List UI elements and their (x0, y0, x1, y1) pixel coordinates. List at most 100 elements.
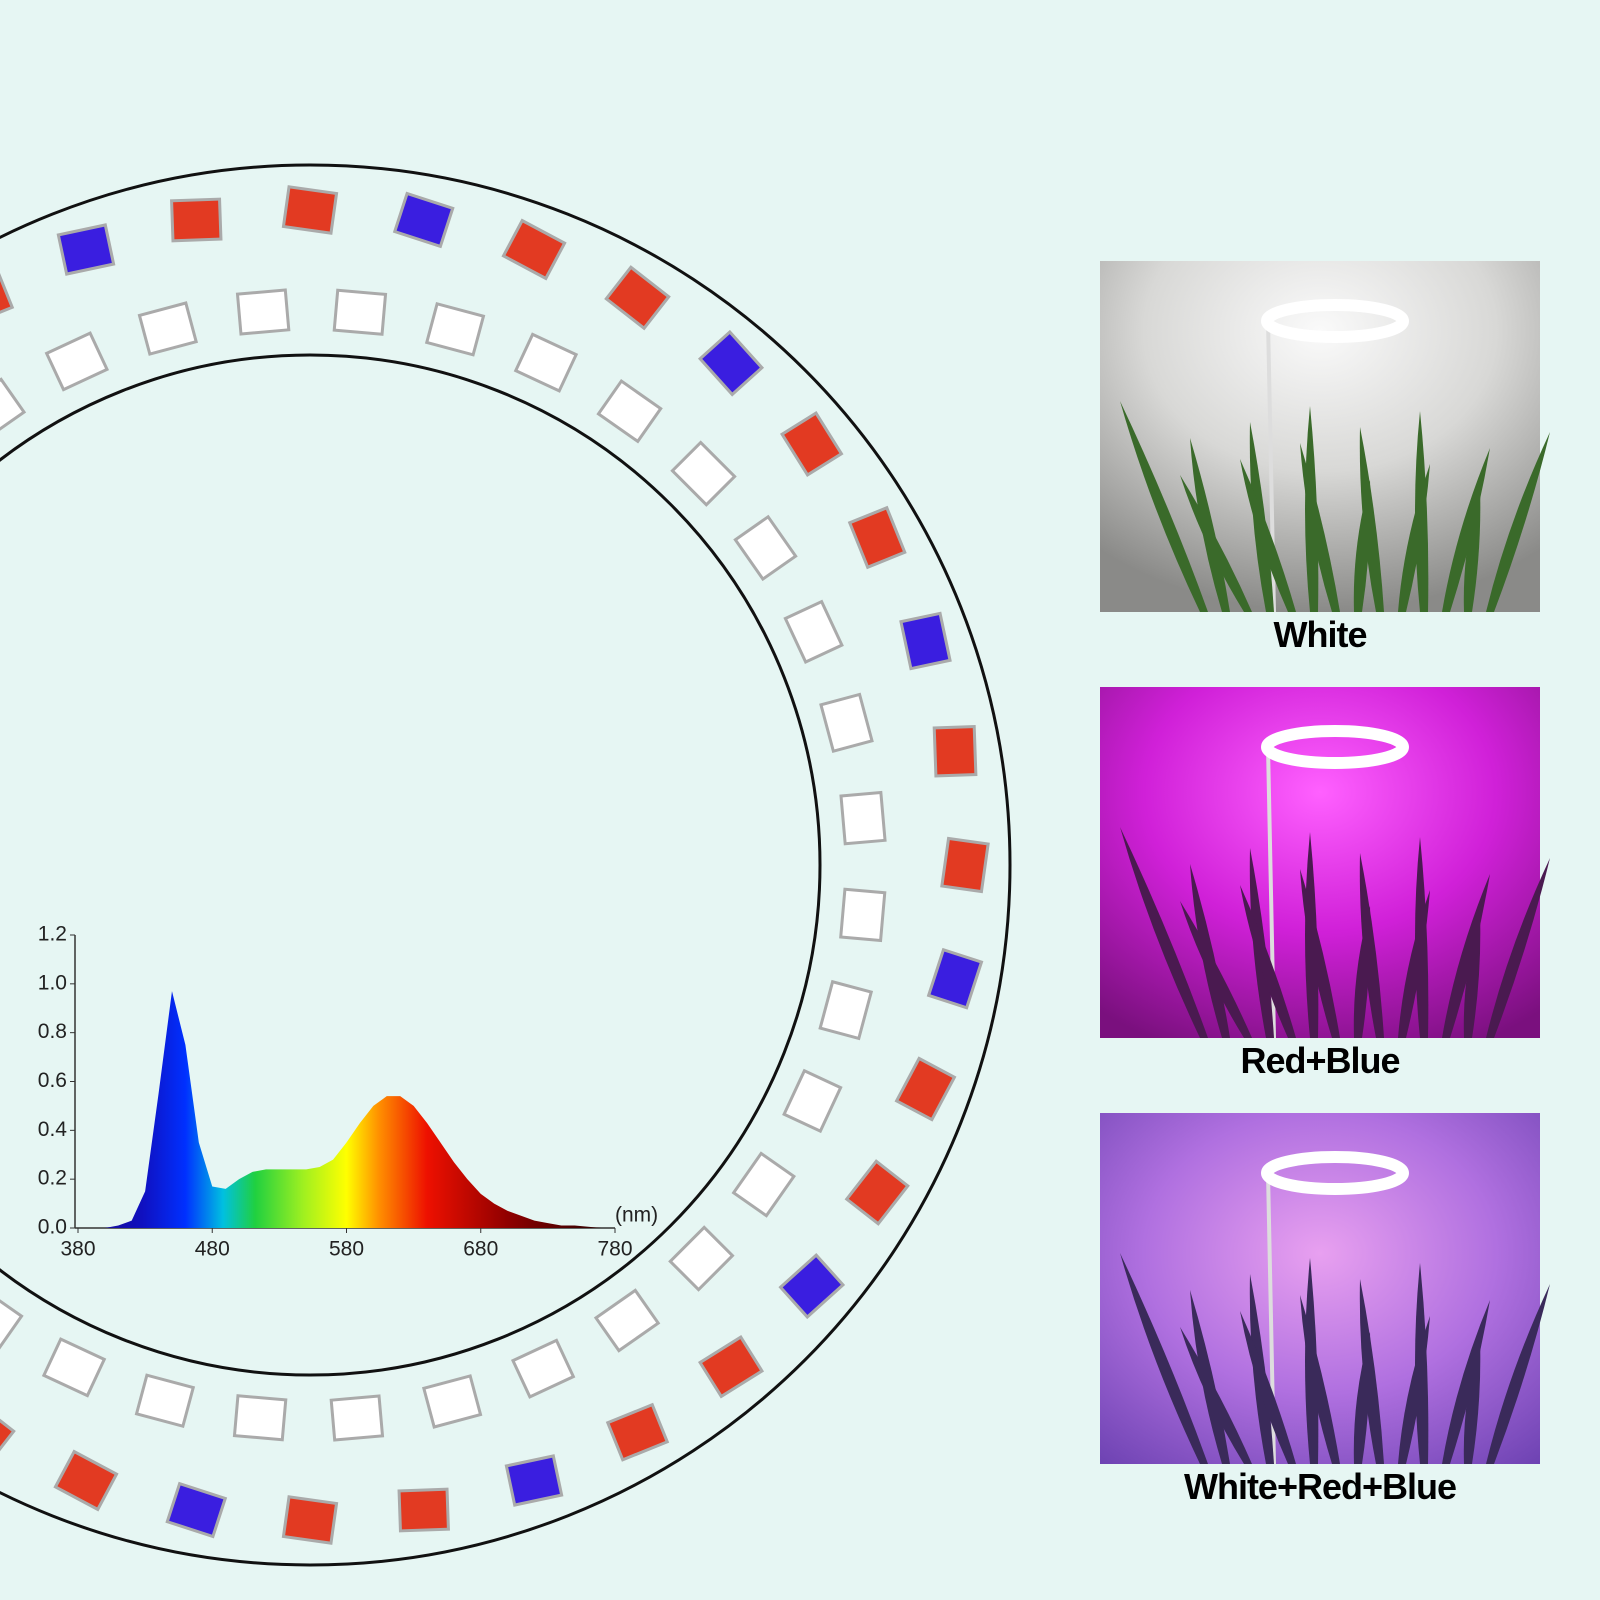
led-white (818, 979, 874, 1041)
led-colored (932, 725, 978, 778)
led-colored (165, 1481, 228, 1539)
led-white (733, 514, 798, 582)
photo-caption: White (1274, 614, 1367, 655)
led-colored (0, 1399, 16, 1465)
y-tick-label: 0.0 (38, 1216, 67, 1239)
leaf (1415, 411, 1429, 612)
led-white (0, 377, 27, 442)
led-colored (926, 947, 984, 1010)
led-colored (501, 218, 567, 281)
leaf (1120, 1253, 1208, 1464)
x-tick-label: 680 (463, 1238, 498, 1261)
leaf (1300, 869, 1340, 1038)
led-colored (170, 197, 223, 243)
leaf (1300, 1295, 1340, 1464)
led-colored (0, 268, 15, 328)
led-colored (281, 185, 339, 235)
leaf (1463, 485, 1481, 612)
led-white (839, 887, 887, 943)
y-tick-label: 0.4 (38, 1118, 68, 1141)
leaf (1359, 427, 1384, 612)
led-colored (397, 1487, 450, 1533)
leaf (1300, 443, 1340, 612)
leaf (1415, 1263, 1429, 1464)
led-white (513, 332, 579, 393)
x-tick-label: 480 (195, 1238, 230, 1261)
led-white (424, 301, 486, 357)
led-colored (778, 1252, 846, 1320)
lamp-ring (1261, 1151, 1409, 1195)
leaf (1415, 837, 1429, 1038)
y-tick-label: 0.6 (38, 1069, 67, 1092)
y-tick-label: 0.8 (38, 1020, 67, 1043)
led-white (0, 1286, 24, 1351)
led-colored (605, 1402, 670, 1462)
led-white (510, 1338, 576, 1399)
led-colored (899, 611, 952, 671)
y-tick-label: 0.2 (38, 1167, 67, 1190)
leaf (1486, 1284, 1550, 1464)
led-white (332, 288, 388, 336)
led-colored (604, 265, 671, 331)
led-white (819, 692, 874, 754)
lamp-ring (1261, 299, 1409, 343)
led-white (421, 1374, 483, 1429)
x-tick-label: 580 (329, 1238, 364, 1261)
led-colored (53, 1449, 119, 1512)
led-colored (56, 223, 116, 276)
leaf (1463, 911, 1481, 1038)
led-colored (281, 1495, 339, 1545)
led-white (596, 379, 663, 444)
led-colored (780, 410, 844, 477)
lamp-ring (1261, 725, 1409, 769)
leaf (1240, 459, 1296, 612)
leaf (1120, 401, 1208, 612)
leaf (1240, 1311, 1296, 1464)
y-tick-label: 1.2 (38, 923, 67, 946)
y-tick-label: 1.0 (38, 971, 67, 994)
led-colored (894, 1056, 957, 1122)
led-colored (940, 836, 990, 894)
led-white (235, 288, 291, 336)
led-white (593, 1288, 661, 1353)
x-tick-label: 380 (60, 1238, 95, 1261)
led-colored (392, 191, 455, 249)
leaf (1442, 874, 1490, 1038)
led-white (329, 1394, 385, 1442)
leaf (1442, 1300, 1490, 1464)
leaf (1180, 475, 1252, 612)
led-colored (504, 1454, 564, 1507)
photo-caption: Red+Blue (1240, 1040, 1399, 1081)
led-colored (844, 1159, 910, 1226)
leaf (1120, 827, 1208, 1038)
led-white (670, 440, 737, 507)
ring-inner (0, 353, 822, 1377)
led-white (134, 1373, 196, 1429)
led-white (41, 1337, 107, 1398)
led-colored (698, 1335, 765, 1399)
leaf (1180, 901, 1252, 1038)
photos: White Red+Blue White+Red+Blue (1100, 261, 1550, 1507)
led-ring (0, 163, 1012, 1567)
led-white (731, 1151, 796, 1218)
led-colored (847, 505, 907, 570)
photo-caption: White+Red+Blue (1184, 1466, 1456, 1507)
led-colored (697, 329, 765, 397)
spectrum-area (78, 991, 615, 1228)
led-white (782, 1068, 843, 1134)
led-white (839, 790, 887, 846)
led-white (137, 301, 199, 356)
leaf (1442, 448, 1490, 612)
x-tick-label: 780 (597, 1238, 632, 1261)
led-white (668, 1225, 735, 1292)
leaf (1486, 858, 1550, 1038)
x-axis-label: (nm) (615, 1204, 658, 1227)
ring-outer (0, 163, 1012, 1567)
leaf (1180, 1327, 1252, 1464)
led-white (232, 1394, 288, 1442)
led-white (783, 599, 844, 665)
spectrum-chart: (nm) 0.0 0.2 0.4 0.6 0.8 1.0 1.2 380 480 580 680 78… (38, 923, 658, 1261)
led-white (44, 331, 110, 392)
